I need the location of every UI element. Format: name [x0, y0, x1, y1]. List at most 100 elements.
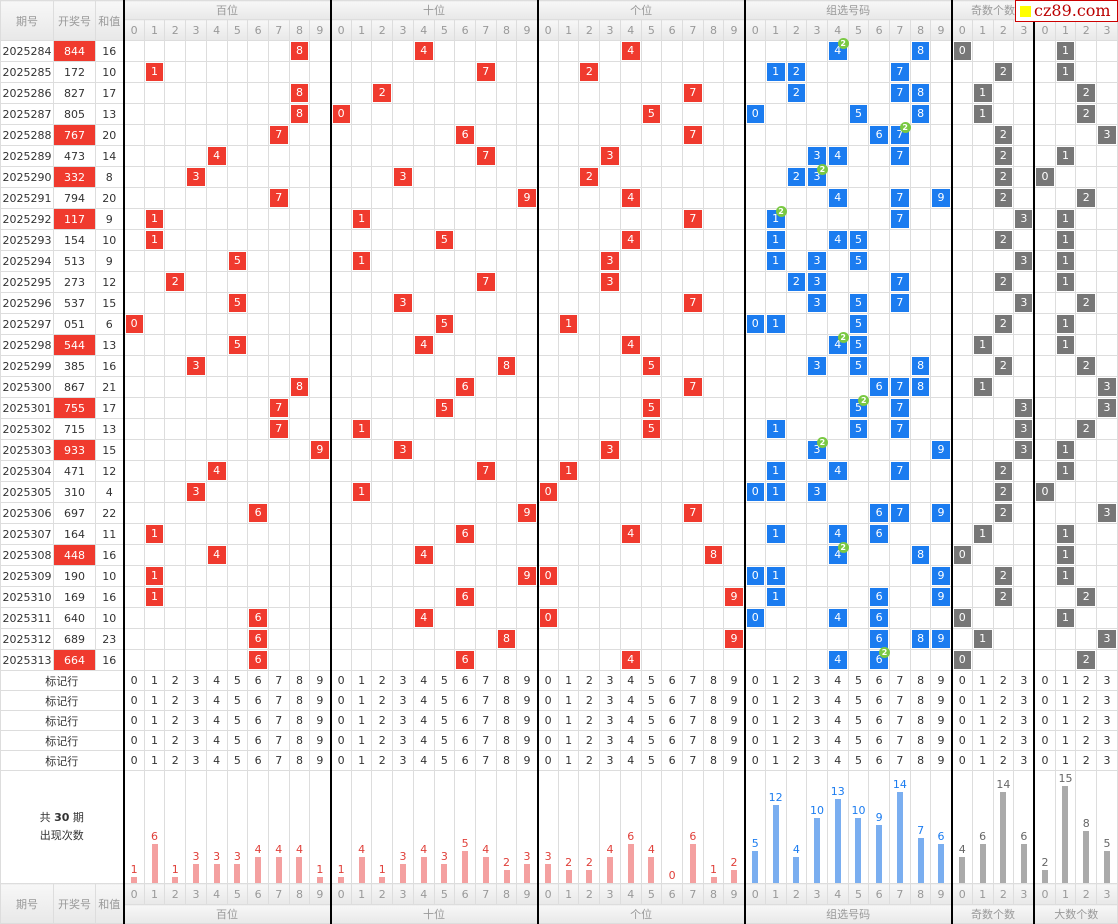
- mark-cell-0[interactable]: 0: [743, 710, 766, 731]
- mark-cell-0[interactable]: 0: [1033, 670, 1056, 691]
- mark-cell-2[interactable]: 2: [371, 730, 394, 751]
- mark-cell-9[interactable]: 9: [930, 670, 953, 691]
- mark-cell-5[interactable]: 5: [847, 730, 870, 751]
- mark-cell-2[interactable]: 2: [164, 710, 187, 731]
- mark-cell-3[interactable]: 3: [185, 730, 207, 751]
- mark-cell-4[interactable]: 4: [619, 710, 642, 731]
- mark-cell-9[interactable]: 9: [723, 730, 746, 751]
- mark-cell-3[interactable]: 3: [599, 670, 621, 691]
- mark-cell-3[interactable]: 3: [806, 730, 828, 751]
- mark-cell-1[interactable]: 1: [971, 730, 994, 751]
- mark-cell-0[interactable]: 0: [1033, 710, 1056, 731]
- mark-cell-2[interactable]: 2: [578, 710, 601, 731]
- mark-cell-2[interactable]: 2: [578, 690, 601, 711]
- mark-cell-1[interactable]: 1: [764, 750, 787, 771]
- mark-cell-6[interactable]: 6: [868, 710, 891, 731]
- mark-cell-3[interactable]: 3: [392, 730, 414, 751]
- mark-cell-0[interactable]: 0: [743, 750, 766, 771]
- mark-cell-9[interactable]: 9: [723, 750, 746, 771]
- mark-cell-2[interactable]: 2: [578, 730, 601, 751]
- mark-cell-2[interactable]: 2: [992, 730, 1015, 751]
- mark-cell-3[interactable]: 3: [185, 690, 207, 711]
- mark-cell-5[interactable]: 5: [847, 710, 870, 731]
- mark-cell-5[interactable]: 5: [640, 690, 663, 711]
- mark-cell-1[interactable]: 1: [764, 710, 787, 731]
- mark-cell-9[interactable]: 9: [723, 710, 746, 731]
- mark-cell-8[interactable]: 8: [288, 710, 311, 731]
- mark-cell-1[interactable]: 1: [971, 710, 994, 731]
- mark-cell-4[interactable]: 4: [826, 690, 849, 711]
- mark-cell-8[interactable]: 8: [702, 670, 725, 691]
- mark-cell-3[interactable]: 3: [185, 750, 207, 771]
- mark-cell-0[interactable]: 0: [536, 750, 559, 771]
- mark-cell-6[interactable]: 6: [454, 670, 476, 691]
- mark-cell-8[interactable]: 8: [495, 750, 518, 771]
- mark-cell-0[interactable]: 0: [950, 710, 973, 731]
- mark-cell-8[interactable]: 8: [288, 750, 311, 771]
- mark-cell-4[interactable]: 4: [619, 750, 642, 771]
- mark-cell-8[interactable]: 8: [702, 710, 725, 731]
- mark-cell-2[interactable]: 2: [992, 690, 1015, 711]
- mark-cell-5[interactable]: 5: [847, 690, 870, 711]
- mark-cell-1[interactable]: 1: [971, 670, 994, 691]
- mark-cell-2[interactable]: 2: [164, 690, 187, 711]
- mark-cell-3[interactable]: 3: [1096, 690, 1118, 711]
- mark-cell-7[interactable]: 7: [267, 750, 290, 771]
- mark-cell-0[interactable]: 0: [536, 730, 559, 751]
- mark-cell-2[interactable]: 2: [785, 750, 808, 771]
- mark-cell-8[interactable]: 8: [909, 750, 932, 771]
- mark-cell-2[interactable]: 2: [578, 670, 601, 691]
- mark-cell-7[interactable]: 7: [267, 730, 290, 751]
- mark-cell-3[interactable]: 3: [806, 670, 828, 691]
- mark-cell-0[interactable]: 0: [536, 710, 559, 731]
- mark-cell-1[interactable]: 1: [1054, 670, 1077, 691]
- mark-cell-3[interactable]: 3: [185, 670, 207, 691]
- mark-cell-6[interactable]: 6: [454, 750, 476, 771]
- mark-cell-6[interactable]: 6: [247, 730, 269, 751]
- mark-cell-7[interactable]: 7: [681, 750, 704, 771]
- mark-cell-7[interactable]: 7: [267, 710, 290, 731]
- mark-cell-2[interactable]: 2: [164, 670, 187, 691]
- mark-cell-5[interactable]: 5: [640, 670, 663, 691]
- mark-cell-7[interactable]: 7: [889, 690, 911, 711]
- mark-cell-4[interactable]: 4: [826, 670, 849, 691]
- mark-cell-5[interactable]: 5: [847, 670, 870, 691]
- mark-cell-2[interactable]: 2: [992, 670, 1015, 691]
- mark-cell-8[interactable]: 8: [495, 710, 518, 731]
- mark-cell-1[interactable]: 1: [350, 750, 373, 771]
- mark-cell-5[interactable]: 5: [847, 750, 870, 771]
- mark-cell-2[interactable]: 2: [1075, 670, 1098, 691]
- mark-cell-3[interactable]: 3: [1013, 750, 1035, 771]
- mark-cell-8[interactable]: 8: [288, 730, 311, 751]
- mark-cell-8[interactable]: 8: [288, 690, 311, 711]
- mark-cell-0[interactable]: 0: [329, 670, 352, 691]
- mark-cell-4[interactable]: 4: [205, 730, 228, 751]
- mark-cell-1[interactable]: 1: [764, 730, 787, 751]
- mark-cell-6[interactable]: 6: [661, 690, 683, 711]
- mark-cell-1[interactable]: 1: [1054, 730, 1077, 751]
- mark-cell-8[interactable]: 8: [909, 690, 932, 711]
- mark-cell-8[interactable]: 8: [702, 690, 725, 711]
- mark-cell-8[interactable]: 8: [495, 670, 518, 691]
- mark-cell-1[interactable]: 1: [350, 730, 373, 751]
- mark-cell-3[interactable]: 3: [1096, 750, 1118, 771]
- mark-cell-8[interactable]: 8: [909, 710, 932, 731]
- mark-cell-7[interactable]: 7: [681, 670, 704, 691]
- mark-cell-8[interactable]: 8: [702, 730, 725, 751]
- mark-cell-7[interactable]: 7: [474, 710, 497, 731]
- mark-cell-0[interactable]: 0: [536, 690, 559, 711]
- mark-cell-3[interactable]: 3: [806, 690, 828, 711]
- mark-cell-2[interactable]: 2: [785, 730, 808, 751]
- mark-cell-7[interactable]: 7: [889, 750, 911, 771]
- mark-cell-3[interactable]: 3: [599, 730, 621, 751]
- mark-cell-3[interactable]: 3: [392, 670, 414, 691]
- mark-cell-2[interactable]: 2: [1075, 710, 1098, 731]
- mark-cell-7[interactable]: 7: [267, 670, 290, 691]
- mark-cell-0[interactable]: 0: [329, 750, 352, 771]
- mark-cell-3[interactable]: 3: [392, 690, 414, 711]
- mark-cell-2[interactable]: 2: [992, 710, 1015, 731]
- mark-cell-9[interactable]: 9: [309, 690, 332, 711]
- mark-cell-1[interactable]: 1: [1054, 710, 1077, 731]
- mark-cell-0[interactable]: 0: [122, 750, 145, 771]
- mark-cell-6[interactable]: 6: [868, 750, 891, 771]
